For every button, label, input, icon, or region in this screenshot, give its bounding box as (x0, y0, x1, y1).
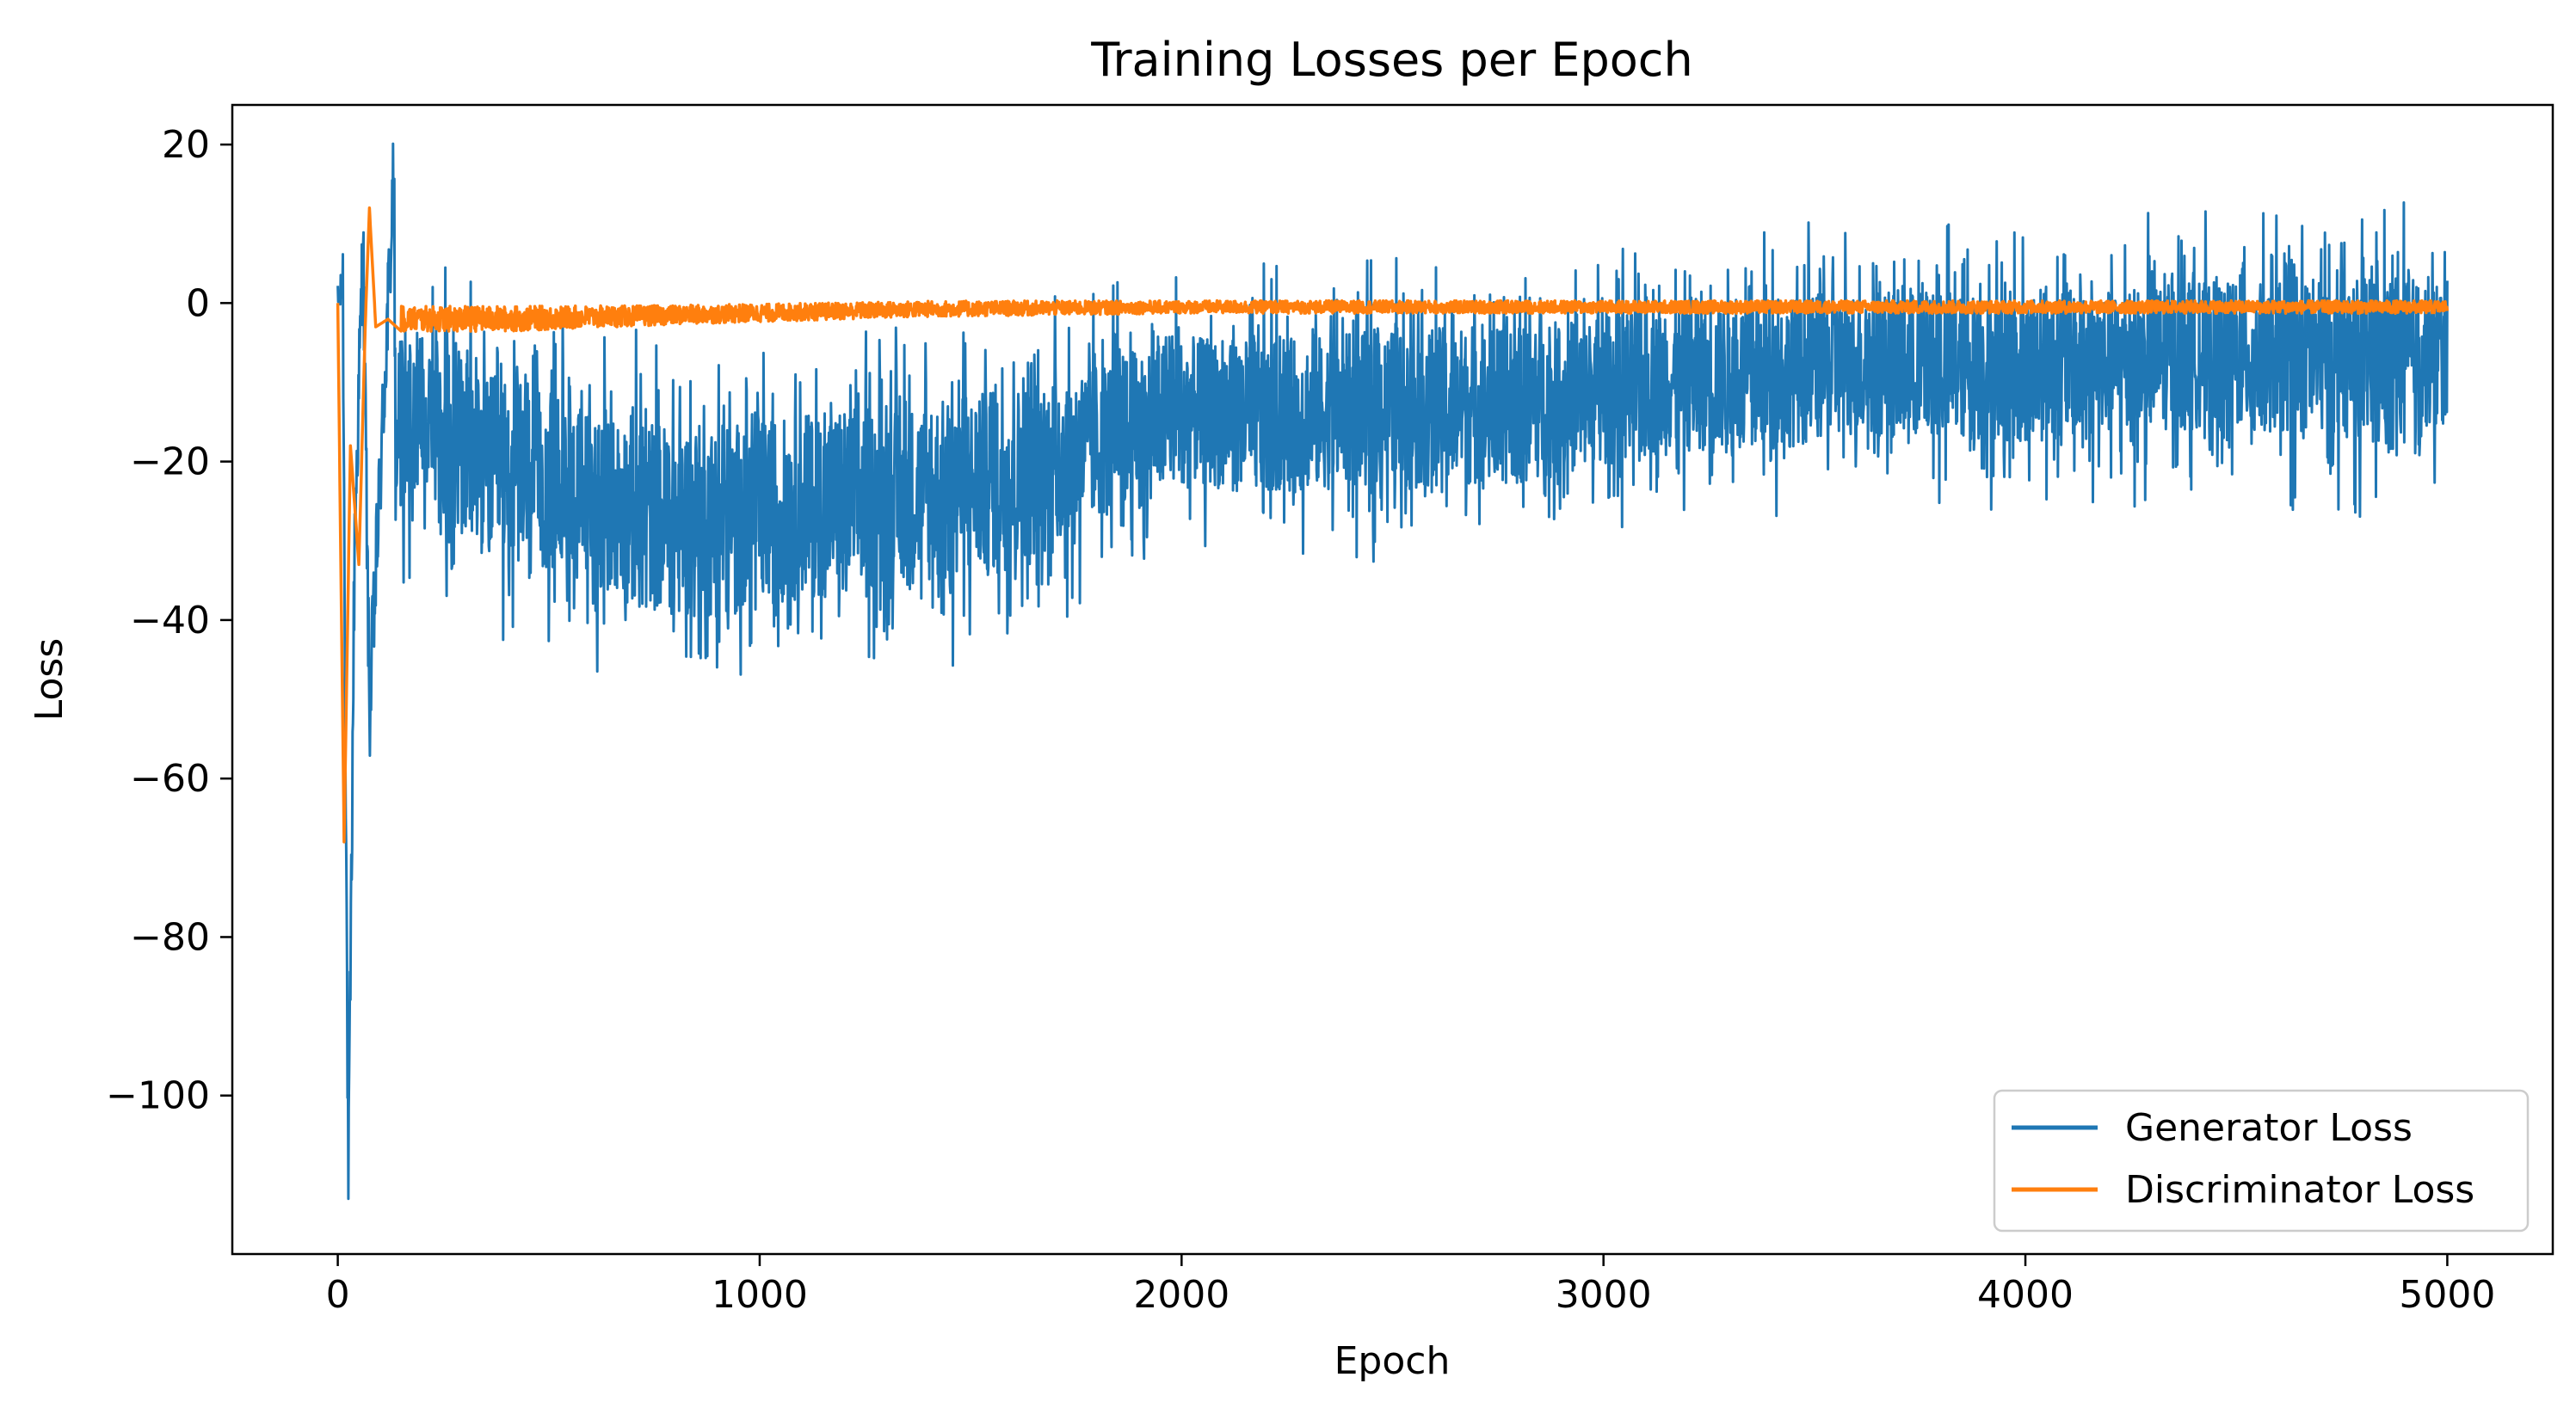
legend: Generator Loss Discriminator Loss (1993, 1089, 2530, 1233)
legend-label-generator: Generator Loss (2125, 1106, 2413, 1150)
y-tick-label: −20 (130, 440, 210, 484)
x-tick-label: 4000 (1977, 1273, 2074, 1317)
x-tick-label: 5000 (2399, 1273, 2495, 1317)
x-tick-label: 2000 (1133, 1273, 1229, 1317)
y-axis-ticks: 20 0 −20 −40 −60 −80 −100 (106, 123, 232, 1118)
y-tick-label: −40 (130, 599, 210, 643)
x-axis-label: Epoch (1334, 1339, 1451, 1383)
x-tick-label: 3000 (1556, 1273, 1652, 1317)
axes-frame (231, 103, 2554, 1256)
series-layer (336, 142, 2450, 1201)
y-tick-label: 20 (162, 123, 210, 167)
x-axis-ticks: 0 1000 2000 3000 4000 5000 (326, 1254, 2495, 1317)
y-tick-label: −60 (130, 757, 210, 801)
legend-box (1993, 1089, 2530, 1233)
chart-title: Training Losses per Epoch (1090, 33, 1692, 87)
y-tick-label: −100 (106, 1074, 210, 1118)
y-tick-label: −80 (130, 915, 210, 959)
series-line-discriminator (336, 206, 2450, 844)
x-tick-label: 0 (326, 1273, 350, 1317)
x-tick-label: 1000 (712, 1273, 808, 1317)
series-line-generator (336, 142, 2449, 1201)
y-tick-label: 0 (186, 281, 210, 325)
y-axis-label: Loss (28, 638, 71, 722)
legend-label-discriminator: Discriminator Loss (2125, 1168, 2474, 1212)
plot-area (231, 103, 2554, 1256)
